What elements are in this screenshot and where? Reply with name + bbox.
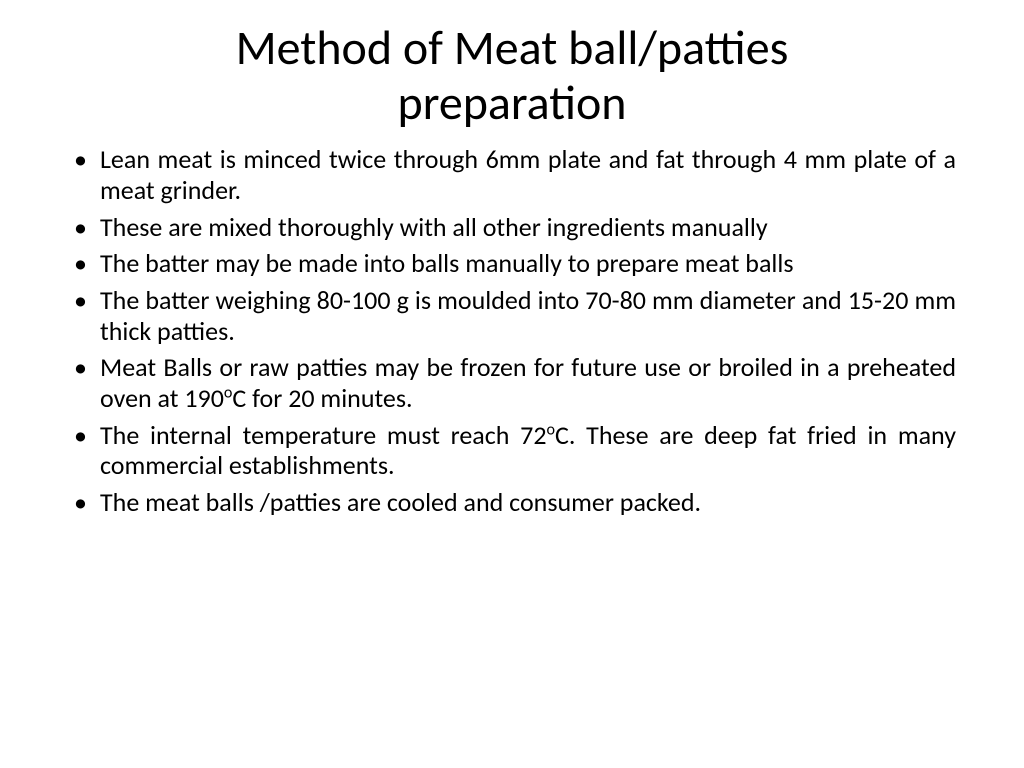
list-item: The meat balls /patties are cooled and c…: [68, 487, 956, 518]
list-item: The batter may be made into balls manual…: [68, 248, 956, 279]
list-item: Meat Balls or raw patties may be frozen …: [68, 352, 956, 413]
bullet-list: Lean meat is minced twice through 6mm pl…: [68, 144, 956, 517]
title-line-2: preparation: [398, 73, 627, 132]
bullet-text: Lean meat is minced twice through 6mm pl…: [100, 143, 956, 206]
bullet-text: The meat balls /patties are cooled and c…: [100, 486, 701, 518]
slide: Method of Meat ball/patties preparation …: [0, 0, 1024, 768]
bullet-text: The internal temperature must reach 72oC…: [100, 419, 956, 482]
list-item: The batter weighing 80-100 g is moulded …: [68, 285, 956, 346]
bullet-text: These are mixed thoroughly with all othe…: [100, 211, 768, 243]
list-item: The internal temperature must reach 72oC…: [68, 420, 956, 481]
bullet-text: The batter weighing 80-100 g is moulded …: [100, 284, 956, 347]
title-line-1: Method of Meat ball/patties: [236, 18, 789, 77]
slide-title: Method of Meat ball/patties preparation: [68, 20, 956, 130]
list-item: These are mixed thoroughly with all othe…: [68, 212, 956, 243]
bullet-text: The batter may be made into balls manual…: [100, 247, 794, 279]
bullet-text: Meat Balls or raw patties may be frozen …: [100, 351, 956, 414]
list-item: Lean meat is minced twice through 6mm pl…: [68, 144, 956, 205]
